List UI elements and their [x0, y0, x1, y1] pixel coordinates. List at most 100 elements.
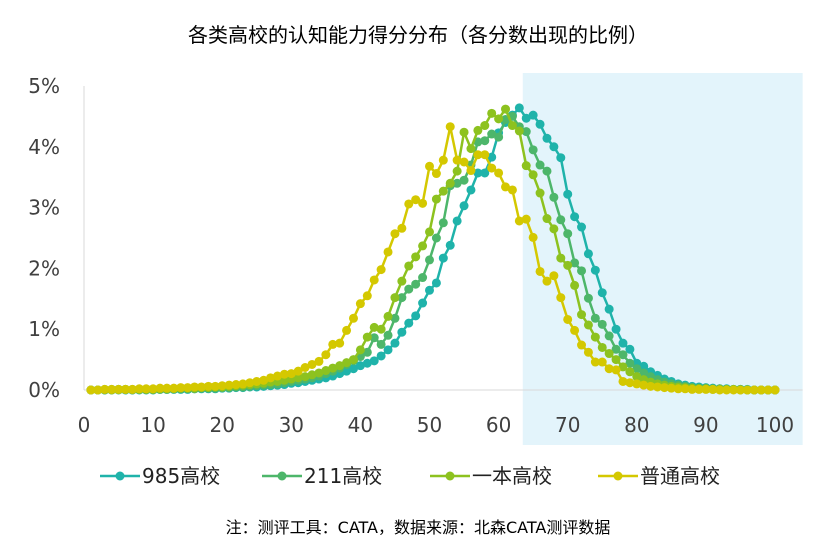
data-point — [438, 155, 448, 165]
data-point — [425, 285, 434, 295]
data-point — [487, 108, 497, 118]
data-point — [259, 375, 269, 385]
data-point — [107, 384, 117, 394]
data-point — [252, 376, 262, 386]
data-point — [535, 119, 545, 129]
data-point — [196, 382, 206, 392]
data-point — [597, 288, 607, 298]
data-point — [583, 249, 593, 259]
data-point — [625, 344, 635, 354]
legend-label: 211高校 — [304, 464, 382, 488]
data-point — [514, 216, 524, 226]
data-point — [245, 378, 255, 388]
data-point — [418, 241, 428, 251]
data-point — [604, 364, 614, 374]
data-point — [425, 255, 434, 265]
data-point — [618, 362, 628, 372]
data-point — [342, 366, 352, 376]
data-point — [680, 384, 690, 394]
data-point — [342, 325, 352, 335]
data-point — [183, 383, 193, 393]
data-point — [653, 382, 663, 392]
data-point — [459, 157, 469, 167]
data-point — [266, 373, 276, 383]
data-point — [217, 381, 227, 391]
data-point — [100, 384, 110, 394]
data-point — [597, 357, 607, 367]
data-point — [452, 155, 462, 165]
data-point — [577, 266, 587, 276]
data-point — [190, 382, 200, 392]
data-point — [369, 333, 379, 343]
data-point — [528, 145, 538, 155]
data-point — [431, 278, 441, 288]
x-tick-label: 10 — [140, 413, 165, 437]
data-point — [528, 110, 538, 120]
data-point — [300, 372, 310, 382]
legend-label: 一本高校 — [472, 464, 552, 488]
data-point — [507, 121, 517, 131]
data-point — [459, 127, 469, 137]
data-point — [542, 276, 552, 286]
data-point — [577, 310, 587, 320]
x-tick-label: 70 — [555, 413, 580, 437]
data-point — [238, 379, 248, 389]
data-point — [494, 114, 504, 124]
data-point — [390, 338, 400, 348]
data-point — [583, 320, 593, 330]
data-point — [666, 383, 676, 393]
data-point — [570, 325, 580, 335]
data-point — [639, 380, 649, 390]
data-point — [397, 293, 407, 303]
data-point — [148, 384, 158, 394]
data-point — [521, 214, 531, 224]
data-point — [535, 188, 545, 198]
data-point — [321, 350, 331, 360]
data-point — [466, 166, 476, 176]
data-point — [466, 185, 476, 195]
data-point — [514, 103, 524, 113]
data-point — [155, 383, 165, 393]
data-point — [231, 380, 241, 390]
data-point — [480, 136, 490, 146]
data-point — [376, 339, 386, 349]
data-point — [549, 224, 559, 234]
data-point — [749, 385, 759, 395]
data-point — [397, 276, 407, 286]
data-point — [314, 368, 324, 378]
data-point — [224, 380, 234, 390]
x-tick-label: 20 — [209, 413, 234, 437]
data-point — [134, 384, 144, 394]
data-point — [438, 253, 448, 263]
y-tick-label: 4% — [28, 135, 60, 159]
data-point — [120, 384, 130, 394]
series-group — [86, 103, 780, 395]
data-point — [383, 345, 393, 355]
data-point — [480, 168, 490, 178]
y-tick-label: 1% — [28, 317, 60, 341]
data-point — [556, 215, 566, 225]
data-point — [473, 125, 483, 135]
data-point — [411, 311, 421, 321]
data-point — [625, 367, 635, 377]
data-point — [590, 357, 600, 367]
data-point — [293, 366, 303, 376]
data-point — [445, 122, 455, 132]
data-point — [659, 383, 669, 393]
y-tick-labels: 0% 1% 2% 3% 4% 5% — [28, 74, 60, 402]
data-point — [639, 368, 649, 378]
data-point — [694, 384, 704, 394]
data-point — [431, 169, 441, 179]
data-point — [452, 216, 462, 226]
data-point — [563, 229, 573, 239]
data-point — [549, 271, 559, 281]
data-point — [563, 260, 573, 270]
data-point — [542, 166, 552, 176]
data-point — [404, 284, 414, 294]
data-point — [383, 247, 393, 257]
data-point — [390, 313, 400, 323]
chart-title: 各类高校的认知能力得分分布（各分数出现的比例） — [188, 23, 648, 47]
data-point — [708, 384, 718, 394]
data-point — [528, 232, 538, 242]
data-point — [162, 383, 172, 393]
